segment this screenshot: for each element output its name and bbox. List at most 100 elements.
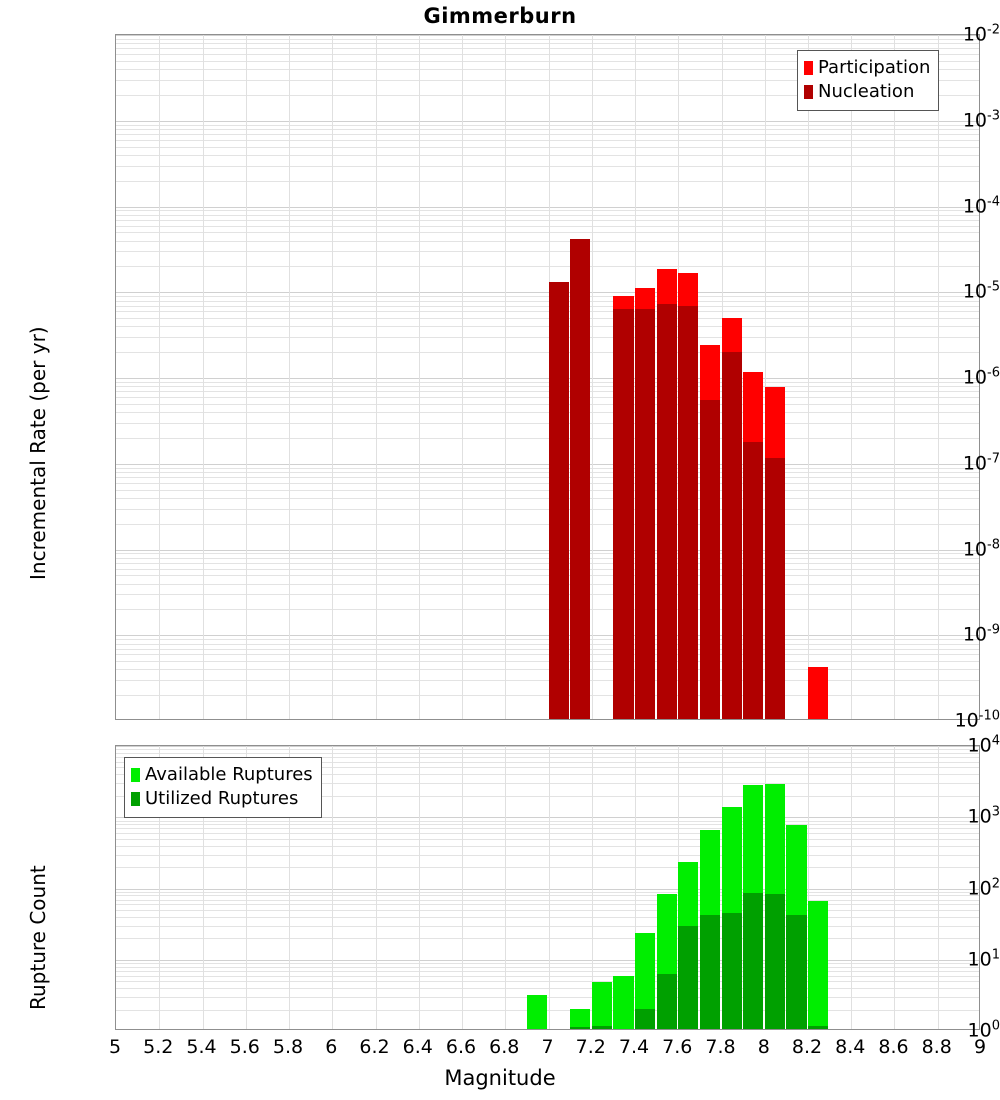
grid-line bbox=[116, 926, 979, 927]
rupture-legend-item: Utilized Ruptures bbox=[131, 787, 313, 811]
utilized-ruptures-segment bbox=[808, 1026, 829, 1029]
grid-line bbox=[116, 900, 979, 901]
utilized-ruptures-segment bbox=[743, 893, 764, 1029]
legend-label: Available Ruptures bbox=[145, 764, 313, 785]
grid-line bbox=[116, 971, 979, 972]
utilized-ruptures-segment bbox=[570, 1027, 591, 1029]
grid-line bbox=[116, 817, 979, 818]
top-legend: Participation Nucleation bbox=[797, 50, 940, 111]
legend-swatch-icon bbox=[804, 61, 813, 75]
grid-line bbox=[116, 477, 979, 478]
grid-line bbox=[116, 121, 979, 122]
y-axis-tick-label: 10-3 bbox=[962, 108, 1000, 132]
nucleation-segment bbox=[764, 458, 785, 719]
utilized-ruptures-segment bbox=[591, 1026, 612, 1029]
grid-line-vertical bbox=[246, 35, 247, 719]
grid-line bbox=[116, 61, 979, 62]
grid-line-vertical bbox=[549, 746, 550, 1029]
rupture-count-bar bbox=[635, 746, 656, 1029]
rupture-count-plot-area bbox=[115, 745, 980, 1030]
grid-line bbox=[116, 997, 979, 998]
grid-line bbox=[116, 337, 979, 338]
grid-line bbox=[116, 412, 979, 413]
grid-line-vertical bbox=[938, 35, 939, 719]
x-axis-tick-label: 6.8 bbox=[489, 1036, 520, 1058]
rate-legend-item: Participation bbox=[804, 56, 930, 80]
top-y-axis-label: Incremental Rate (per yr) bbox=[26, 326, 50, 580]
rupture-count-bar bbox=[743, 746, 764, 1029]
grid-line-vertical bbox=[851, 35, 852, 719]
grid-line bbox=[116, 266, 979, 267]
available-ruptures-segment bbox=[526, 995, 547, 1029]
grid-line bbox=[116, 181, 979, 182]
x-axis-tick-label: 8.6 bbox=[878, 1036, 909, 1058]
rate-bar bbox=[678, 35, 699, 719]
grid-line bbox=[116, 839, 979, 840]
grid-line bbox=[116, 472, 979, 473]
grid-line bbox=[116, 232, 979, 233]
grid-line bbox=[116, 910, 979, 911]
grid-line bbox=[116, 892, 979, 893]
grid-line bbox=[116, 904, 979, 905]
grid-line bbox=[116, 867, 979, 868]
grid-line bbox=[116, 895, 979, 896]
grid-line bbox=[116, 762, 979, 763]
x-axis-tick-label: 6.2 bbox=[359, 1036, 390, 1058]
grid-line bbox=[116, 669, 979, 670]
rupture-count-bar bbox=[699, 746, 720, 1029]
utilized-ruptures-segment bbox=[656, 973, 677, 1029]
grid-line bbox=[116, 468, 979, 469]
grid-line bbox=[116, 609, 979, 610]
rate-bar bbox=[656, 35, 677, 719]
grid-line bbox=[116, 397, 979, 398]
grid-line bbox=[116, 80, 979, 81]
y-axis-tick-label: 10-9 bbox=[962, 622, 1000, 646]
grid-line bbox=[116, 404, 979, 405]
grid-line-vertical bbox=[592, 746, 593, 1029]
grid-line bbox=[116, 155, 979, 156]
grid-line bbox=[116, 48, 979, 49]
x-axis-label: Magnitude bbox=[444, 1066, 556, 1090]
grid-line bbox=[116, 938, 979, 939]
grid-line-vertical bbox=[765, 35, 766, 719]
nucleation-segment bbox=[613, 309, 634, 719]
page-title: Gimmerburn bbox=[423, 4, 577, 28]
grid-line bbox=[116, 524, 979, 525]
grid-line-vertical bbox=[203, 746, 204, 1029]
grid-line-vertical bbox=[376, 746, 377, 1029]
grid-line bbox=[116, 833, 979, 834]
grid-line bbox=[116, 207, 979, 208]
grid-line-vertical bbox=[808, 746, 809, 1029]
grid-line bbox=[116, 889, 979, 890]
grid-line-vertical bbox=[289, 35, 290, 719]
grid-line bbox=[116, 976, 979, 977]
x-axis-tick-label: 5.4 bbox=[186, 1036, 217, 1058]
grid-line bbox=[116, 140, 979, 141]
grid-line bbox=[116, 210, 979, 211]
y-axis-tick-label: 10-2 bbox=[962, 22, 1000, 46]
legend-label: Nucleation bbox=[818, 81, 915, 102]
rupture-legend-item: Available Ruptures bbox=[131, 763, 313, 787]
grid-line-vertical bbox=[462, 746, 463, 1029]
grid-line-vertical bbox=[159, 746, 160, 1029]
grid-line bbox=[116, 821, 979, 822]
grid-line bbox=[116, 318, 979, 319]
nucleation-segment bbox=[656, 303, 677, 719]
nucleation-segment bbox=[635, 309, 656, 719]
grid-line-vertical bbox=[851, 746, 852, 1029]
rupture-count-bar bbox=[613, 746, 634, 1029]
grid-line bbox=[116, 39, 979, 40]
grid-line bbox=[116, 757, 979, 758]
grid-line bbox=[116, 35, 979, 36]
grid-line bbox=[116, 855, 979, 856]
grid-line bbox=[116, 125, 979, 126]
grid-line bbox=[116, 382, 979, 383]
x-axis-tick-label: 7.8 bbox=[705, 1036, 736, 1058]
incremental-rate-plot-area bbox=[115, 34, 980, 720]
grid-line bbox=[116, 563, 979, 564]
x-axis-tick-label: 7 bbox=[541, 1036, 554, 1058]
rate-bar bbox=[548, 35, 569, 719]
grid-line bbox=[116, 654, 979, 655]
grid-line-vertical bbox=[894, 35, 895, 719]
